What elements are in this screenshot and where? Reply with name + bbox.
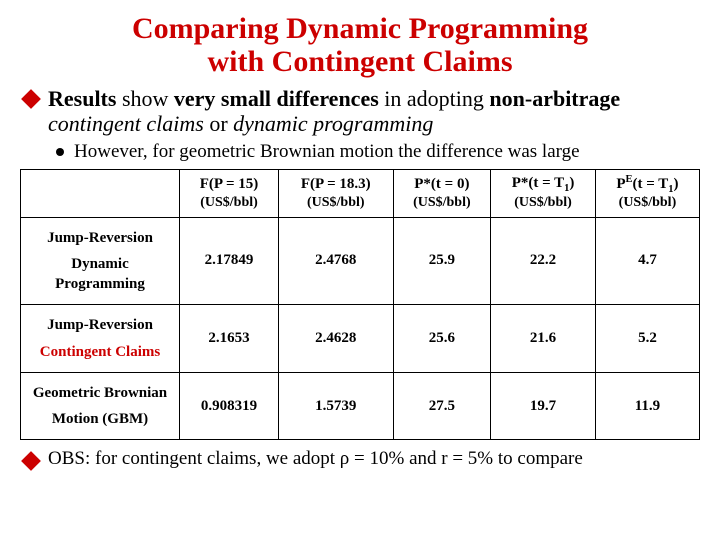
header-blank [21, 169, 180, 217]
table-row: Jump-Reversion Dynamic Programming 2.178… [21, 217, 700, 305]
cell: 27.5 [393, 372, 491, 440]
row-label: Jump-Reversion Dynamic Programming [21, 217, 180, 305]
cell: 25.9 [393, 217, 491, 305]
diamond-icon [21, 451, 41, 471]
slide-title: Comparing Dynamic Programming with Conti… [20, 12, 700, 78]
unit-cell: (US$/bbl) [393, 195, 491, 218]
dot-icon [56, 148, 64, 156]
col-header: PE(t = T1) [595, 169, 699, 195]
row-label-line1: Geometric Brownian [33, 385, 167, 401]
row-label-line2: Contingent Claims [25, 342, 175, 362]
comparison-table: F(P = 15) F(P = 18.3) P*(t = 0) P*(t = T… [20, 169, 700, 441]
row-label: Jump-Reversion Contingent Claims [21, 305, 180, 373]
unit-cell: (US$/bbl) [491, 195, 596, 218]
row-label-line1: Jump-Reversion [47, 317, 153, 333]
cell: 21.6 [491, 305, 596, 373]
cell: 0.908319 [180, 372, 279, 440]
sub-bullet-1: However, for geometric Brownian motion t… [56, 141, 700, 163]
col-header: P*(t = 0) [393, 169, 491, 195]
unit-cell: (US$/bbl) [595, 195, 699, 218]
table-row: Geometric Brownian Motion (GBM) 0.908319… [21, 372, 700, 440]
cell: 22.2 [491, 217, 596, 305]
cell: 2.17849 [180, 217, 279, 305]
footer-text: OBS: for contingent claims, we adopt ρ =… [48, 448, 583, 470]
unit-cell: (US$/bbl) [278, 195, 393, 218]
cell: 2.4768 [278, 217, 393, 305]
bullet-footer: OBS: for contingent claims, we adopt ρ =… [20, 448, 700, 470]
cell: 5.2 [595, 305, 699, 373]
cell: 1.5739 [278, 372, 393, 440]
row-label-line2: Dynamic Programming [25, 254, 175, 295]
cell: 19.7 [491, 372, 596, 440]
col-header: P*(t = T1) [491, 169, 596, 195]
cell: 4.7 [595, 217, 699, 305]
col-header: F(P = 15) [180, 169, 279, 195]
cell: 2.1653 [180, 305, 279, 373]
sub-bullet-1-text: However, for geometric Brownian motion t… [74, 141, 580, 163]
table-row: Jump-Reversion Contingent Claims 2.1653 … [21, 305, 700, 373]
table-header-row: F(P = 15) F(P = 18.3) P*(t = 0) P*(t = T… [21, 169, 700, 195]
cell: 2.4628 [278, 305, 393, 373]
cell: 25.6 [393, 305, 491, 373]
row-label-line1: Jump-Reversion [47, 230, 153, 246]
row-label-line2: Motion (GBM) [25, 409, 175, 429]
col-header: F(P = 18.3) [278, 169, 393, 195]
cell: 11.9 [595, 372, 699, 440]
title-line1: Comparing Dynamic Programming [132, 12, 588, 45]
title-line2: with Contingent Claims [207, 45, 512, 78]
diamond-icon [21, 89, 41, 109]
row-label: Geometric Brownian Motion (GBM) [21, 372, 180, 440]
bullet-1-text: Results show very small differences in a… [48, 86, 700, 137]
bullet-1: Results show very small differences in a… [20, 86, 700, 137]
unit-cell: (US$/bbl) [180, 195, 279, 218]
